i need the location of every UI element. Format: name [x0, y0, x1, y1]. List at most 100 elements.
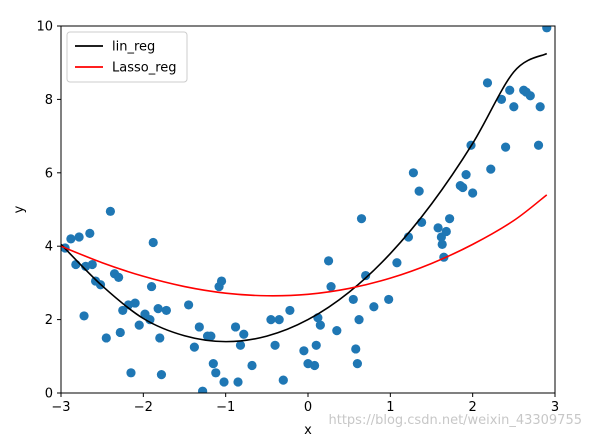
scatter-point [274, 315, 284, 325]
scatter-point [315, 320, 325, 330]
scatter-point [433, 223, 443, 233]
scatter-point [148, 237, 158, 248]
scatter-point [79, 311, 89, 321]
x-axis-label: x [304, 423, 312, 438]
scatter-point [445, 214, 455, 224]
scatter-point [332, 326, 342, 336]
scatter-point [247, 360, 257, 371]
scatter-point [352, 359, 362, 369]
scatter-point [535, 102, 545, 112]
scatter-point [361, 270, 371, 281]
scatter-point [278, 375, 288, 385]
scatter-point [348, 294, 358, 305]
scatter-point [233, 377, 243, 387]
scatter-point [118, 305, 128, 316]
legend-label: lin_reg [112, 40, 155, 55]
scatter-point [206, 331, 216, 341]
y-tick-label: 10 [36, 20, 53, 35]
x-tick-label: −2 [134, 400, 153, 415]
scatter-point [309, 360, 320, 371]
scatter-point [239, 329, 249, 339]
scatter-point [354, 315, 364, 325]
scatter-point [437, 239, 447, 249]
scatter-point [266, 315, 276, 325]
scatter-point [114, 272, 124, 282]
scatter-point [85, 228, 95, 238]
scatter-point [351, 344, 361, 354]
scatter-point [126, 368, 136, 378]
scatter-point [71, 259, 81, 270]
scatter-point [501, 142, 511, 152]
y-tick-label: 0 [45, 387, 53, 402]
scatter-point [458, 182, 468, 193]
scatter-point [299, 346, 309, 356]
scatter-point [369, 302, 379, 312]
scatter-point [542, 26, 552, 33]
scatter-point [285, 305, 295, 316]
scatter-point [198, 386, 208, 393]
scatter-point [392, 258, 402, 268]
scatter-point [216, 276, 227, 286]
scatter-point [356, 214, 367, 224]
scatter-point [468, 188, 478, 198]
scatter-point [146, 281, 157, 292]
plot-content [61, 26, 552, 393]
scatter-point [87, 259, 97, 270]
scatter-point [441, 226, 451, 237]
scatter-point [384, 294, 394, 305]
scatter-point [208, 359, 218, 369]
scatter-point [323, 256, 334, 266]
y-tick-label: 6 [45, 166, 53, 181]
watermark: https://blog.csdn.net/weixin_43309755 [328, 413, 582, 428]
legend: lin_reg Lasso_reg [66, 31, 188, 83]
scatter-point [525, 91, 535, 101]
scatter-point [155, 333, 165, 343]
scatter-point [509, 102, 519, 112]
x-tick-label: 2 [469, 400, 477, 415]
scatter-point [270, 340, 280, 350]
scatter-point [219, 377, 229, 387]
scatter-point [417, 217, 427, 227]
x-tick-label: 1 [386, 400, 394, 415]
y-tick-label: 2 [45, 313, 53, 328]
scatter-point [486, 164, 496, 174]
y-tick-label: 4 [45, 240, 53, 255]
scatter-point [101, 333, 111, 343]
series-line-lasso-reg [61, 194, 548, 297]
scatter-point [230, 322, 241, 332]
x-tick-label: 3 [551, 400, 559, 415]
scatter-point [482, 78, 493, 88]
scatter-point [74, 232, 84, 242]
legend-label: Lasso_reg [112, 61, 177, 76]
y-tick-label: 8 [45, 93, 53, 108]
scatter-point [130, 298, 140, 308]
series-line-lin-reg [61, 52, 548, 343]
x-tick-label: 0 [304, 400, 312, 415]
scatter-point [211, 368, 221, 378]
axes: −3 −2 −1 0 1 2 3 0 2 4 6 8 10 x y [12, 20, 559, 438]
scatter-point [461, 170, 471, 180]
scatter-point [134, 320, 144, 330]
scatter-point [153, 303, 163, 314]
scatter-point [184, 300, 194, 310]
x-tick-label: −3 [51, 400, 70, 415]
y-axis-label: y [12, 205, 27, 213]
scatter-point [496, 94, 507, 104]
scatter-point [194, 322, 204, 332]
scatter-point [66, 234, 76, 244]
scatter-point [414, 186, 424, 196]
scatter-point [156, 370, 167, 380]
plot-area [61, 26, 552, 393]
legend-box [66, 31, 188, 83]
scatter-point [105, 206, 115, 216]
scatter-point [115, 327, 125, 338]
scatter-point [533, 140, 544, 150]
scatter-point [505, 85, 515, 95]
scatter-point [235, 340, 246, 350]
scatter-point [408, 168, 418, 178]
scatter-point [326, 281, 336, 292]
x-tick-label: −1 [216, 400, 235, 415]
scatter-point [311, 340, 321, 350]
scatter-point [189, 342, 199, 352]
